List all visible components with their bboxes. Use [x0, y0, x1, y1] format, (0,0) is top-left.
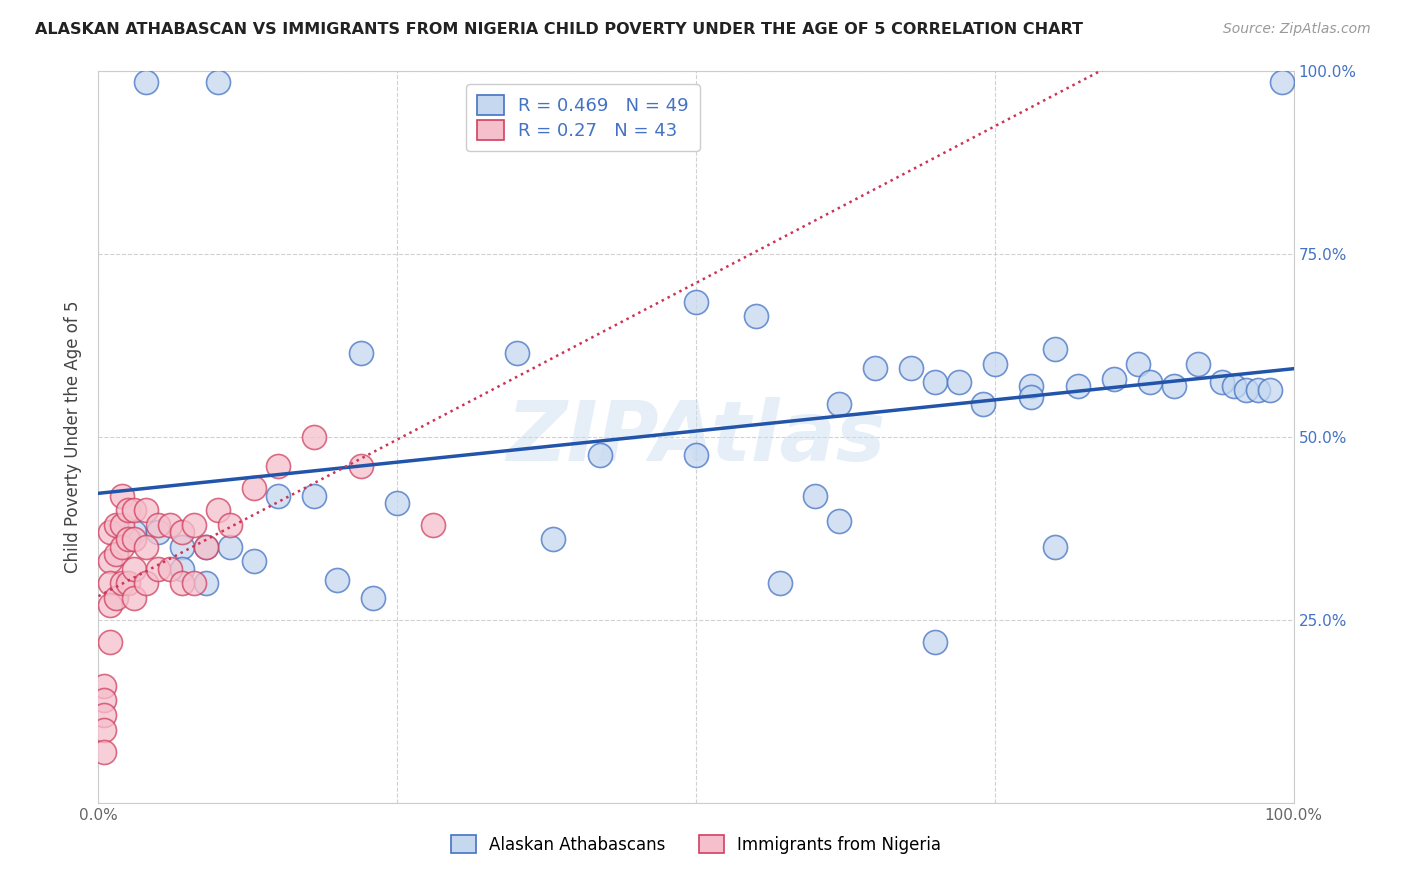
Point [1019, 379, 1042, 393]
Point [302, 489, 325, 503]
Point [685, 294, 707, 309]
Point [385, 496, 409, 510]
Point [124, 562, 146, 576]
Point [1187, 357, 1209, 371]
Point [93, 693, 115, 707]
Point [111, 489, 134, 503]
Text: ALASKAN ATHABASCAN VS IMMIGRANTS FROM NIGERIA CHILD POVERTY UNDER THE AGE OF 5 C: ALASKAN ATHABASCAN VS IMMIGRANTS FROM NI… [35, 22, 1083, 37]
Point [828, 397, 851, 411]
Text: Source: ZipAtlas.com: Source: ZipAtlas.com [1223, 22, 1371, 37]
Point [124, 591, 146, 605]
Point [1067, 379, 1090, 393]
Point [124, 533, 146, 547]
Point [183, 517, 205, 532]
Point [117, 503, 139, 517]
Point [768, 576, 790, 591]
Point [1271, 75, 1294, 89]
Point [93, 745, 115, 759]
Point [135, 75, 157, 89]
Point [1139, 376, 1161, 390]
Point [1163, 379, 1185, 393]
Point [159, 517, 181, 532]
Point [948, 376, 970, 390]
Point [1128, 357, 1150, 371]
Point [93, 679, 115, 693]
Point [93, 723, 115, 737]
Point [172, 540, 194, 554]
Point [1043, 540, 1066, 554]
Point [148, 517, 170, 532]
Point [98, 525, 122, 540]
Legend: Alaskan Athabascans, Immigrants from Nigeria: Alaskan Athabascans, Immigrants from Nig… [444, 829, 948, 860]
Point [363, 591, 385, 605]
Point [172, 576, 194, 591]
Point [124, 525, 146, 540]
Point [1247, 383, 1270, 397]
Point [148, 562, 170, 576]
Point [302, 430, 325, 444]
Point [1104, 371, 1126, 385]
Point [506, 346, 529, 360]
Point [267, 489, 290, 503]
Point [98, 554, 122, 568]
Point [98, 599, 122, 613]
Point [804, 489, 827, 503]
Point [135, 503, 157, 517]
Point [195, 540, 218, 554]
Point [111, 517, 134, 532]
Point [900, 360, 922, 375]
Point [207, 75, 229, 89]
Point [207, 503, 229, 517]
Point [148, 525, 170, 540]
Point [1019, 390, 1042, 404]
Point [745, 310, 768, 324]
Point [1234, 383, 1257, 397]
Point [1211, 376, 1233, 390]
Point [159, 562, 181, 576]
Point [924, 376, 946, 390]
Point [589, 448, 612, 462]
Point [326, 573, 349, 587]
Point [350, 459, 373, 474]
Point [111, 576, 134, 591]
Point [183, 576, 205, 591]
Point [124, 503, 146, 517]
Point [267, 459, 290, 474]
Point [195, 540, 218, 554]
Point [243, 554, 266, 568]
Point [117, 576, 139, 591]
Point [685, 448, 707, 462]
Point [984, 357, 1007, 371]
Y-axis label: Child Poverty Under the Age of 5: Child Poverty Under the Age of 5 [65, 301, 83, 574]
Point [135, 576, 157, 591]
Point [111, 540, 134, 554]
Point [105, 547, 128, 561]
Point [172, 525, 194, 540]
Point [105, 591, 128, 605]
Text: ZIPAtlas: ZIPAtlas [506, 397, 886, 477]
Point [541, 533, 564, 547]
Point [1258, 383, 1281, 397]
Point [98, 635, 122, 649]
Point [135, 540, 157, 554]
Point [219, 540, 242, 554]
Point [105, 517, 128, 532]
Point [865, 360, 887, 375]
Point [972, 397, 994, 411]
Point [924, 635, 946, 649]
Point [422, 517, 444, 532]
Point [1223, 379, 1246, 393]
Point [98, 576, 122, 591]
Point [117, 533, 139, 547]
Point [172, 562, 194, 576]
Point [828, 514, 851, 528]
Point [1043, 343, 1066, 357]
Point [195, 576, 218, 591]
Point [350, 346, 373, 360]
Point [243, 481, 266, 495]
Point [93, 708, 115, 723]
Point [219, 517, 242, 532]
